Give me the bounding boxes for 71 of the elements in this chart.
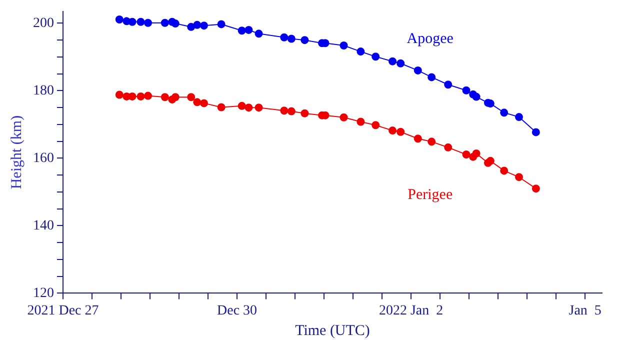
point	[472, 92, 480, 101]
point	[532, 184, 540, 193]
point	[515, 173, 524, 182]
point	[244, 26, 253, 34]
point	[287, 107, 296, 116]
point	[217, 103, 226, 112]
point	[238, 102, 246, 110]
point	[444, 80, 452, 89]
point	[115, 90, 124, 99]
point	[171, 20, 180, 28]
point	[414, 134, 422, 143]
x-axis-title: Time (UTC)	[295, 322, 370, 339]
point	[193, 98, 202, 106]
point	[444, 143, 452, 152]
y-tick-label: 160	[33, 150, 54, 166]
point	[160, 18, 169, 27]
series-label: Apogee	[406, 31, 454, 48]
point	[388, 57, 397, 66]
point	[287, 34, 296, 43]
point	[462, 86, 470, 94]
point	[280, 106, 288, 115]
x-tick-label: Jan 5	[568, 303, 602, 318]
point	[136, 18, 145, 26]
point	[340, 41, 348, 50]
point	[372, 52, 380, 61]
point	[238, 26, 246, 35]
point	[414, 66, 422, 74]
point	[340, 113, 348, 122]
y-tick-label: 180	[33, 83, 54, 98]
point	[144, 18, 152, 27]
y-tick-label: 200	[33, 16, 54, 31]
point	[115, 16, 124, 24]
point	[128, 92, 136, 100]
point	[160, 93, 169, 102]
point	[200, 99, 208, 108]
point	[396, 59, 405, 68]
x-tick-label: Dec 30	[217, 303, 258, 318]
point	[396, 128, 405, 136]
point	[428, 73, 436, 82]
point	[532, 128, 540, 136]
point	[372, 121, 380, 130]
point	[356, 118, 365, 126]
point	[500, 108, 508, 117]
point	[280, 33, 288, 42]
text: Perigee	[408, 186, 453, 203]
point	[300, 109, 309, 118]
point	[300, 36, 309, 44]
point	[254, 30, 263, 38]
x-tick-label: 2021 Dec 27	[27, 303, 99, 318]
point	[171, 93, 180, 102]
x-tick-label: 2022 Jan 2	[378, 303, 444, 318]
y-tick-label: 120	[33, 286, 54, 301]
point	[144, 92, 152, 100]
point	[388, 126, 397, 135]
point	[472, 149, 480, 158]
point	[200, 22, 208, 30]
y-axis-title: Height (km)	[8, 115, 25, 190]
point	[187, 93, 196, 102]
point	[500, 166, 508, 175]
point	[244, 104, 253, 112]
point	[136, 92, 145, 100]
point	[515, 113, 524, 122]
point	[193, 20, 202, 29]
point	[462, 150, 470, 158]
point	[356, 48, 365, 56]
y-tick-label: 140	[33, 218, 54, 234]
point	[128, 18, 136, 26]
point	[254, 104, 263, 112]
point	[428, 138, 436, 146]
point	[217, 20, 226, 28]
point	[486, 156, 494, 165]
